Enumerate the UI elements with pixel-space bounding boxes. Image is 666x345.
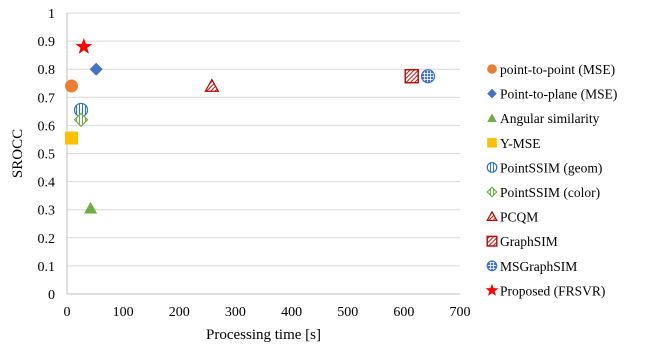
axes (66, 13, 460, 295)
legend-label: MSGraphSIM (500, 259, 577, 274)
data-point (75, 37, 93, 54)
x-tick-label: 700 (450, 305, 471, 320)
data-points (64, 37, 436, 214)
y-tick-label: 0.9 (38, 35, 56, 50)
x-tick-label: 400 (281, 305, 302, 320)
legend-label: Y-MSE (500, 136, 541, 151)
y-tick-label: 0.7 (38, 91, 56, 106)
data-point (204, 78, 220, 92)
legend-label: GraphSIM (500, 234, 558, 249)
legend-marker (487, 64, 497, 74)
y-tick-label: 0.2 (38, 232, 56, 247)
x-tick-label: 200 (169, 305, 190, 320)
data-point (89, 62, 103, 76)
y-axis-title: SROCC (10, 129, 26, 178)
data-point (64, 131, 78, 145)
legend-marker (486, 161, 498, 173)
y-tick-label: 0 (48, 288, 55, 303)
legend-label: Proposed (FRSVR) (500, 283, 605, 298)
y-tick-label: 0.5 (38, 148, 56, 163)
legend-marker (486, 210, 498, 222)
x-tick-label: 500 (337, 305, 358, 320)
legend-marker (485, 283, 499, 296)
x-axis-title: Processing time [s] (206, 327, 321, 343)
legend-marker (487, 88, 497, 99)
legend-marker (486, 235, 498, 247)
data-point (73, 112, 89, 128)
gridlines (67, 12, 460, 267)
y-tick-label: 0.1 (38, 260, 56, 275)
legend-label: PCQM (500, 210, 538, 225)
x-tick-label: 600 (393, 305, 414, 320)
legend-marker (486, 186, 498, 198)
data-point (84, 201, 98, 214)
legend-label: PointSSIM (geom) (500, 160, 602, 175)
legend: point-to-point (MSE) Point-to-plane (MSE)… (485, 62, 617, 298)
y-tick-label: 1 (48, 7, 55, 22)
data-point (64, 79, 78, 93)
x-tick-label: 0 (64, 305, 71, 320)
legend-marker (487, 113, 497, 123)
legend-marker (487, 138, 497, 148)
x-tick-label: 300 (225, 305, 246, 320)
data-point (404, 69, 419, 84)
y-tick-label: 0.6 (38, 119, 56, 134)
y-tick-label: 0.4 (38, 176, 56, 191)
y-tick-label: 0.3 (38, 204, 56, 219)
legend-label: Point-to-plane (MSE) (500, 87, 617, 102)
tick-labels: 0 0.1 0.2 0.3 0.4 0.5 0.6 0.7 0.8 0.9 1 0 100 200 300 4… (38, 7, 471, 320)
x-tick-label: 100 (113, 305, 134, 320)
legend-label: point-to-point (MSE) (500, 62, 615, 77)
legend-label: PointSSIM (color) (500, 185, 600, 200)
data-point (420, 69, 436, 84)
y-tick-label: 0.8 (38, 63, 56, 78)
legend-marker (486, 260, 498, 272)
legend-label: Angular similarity (500, 111, 600, 126)
